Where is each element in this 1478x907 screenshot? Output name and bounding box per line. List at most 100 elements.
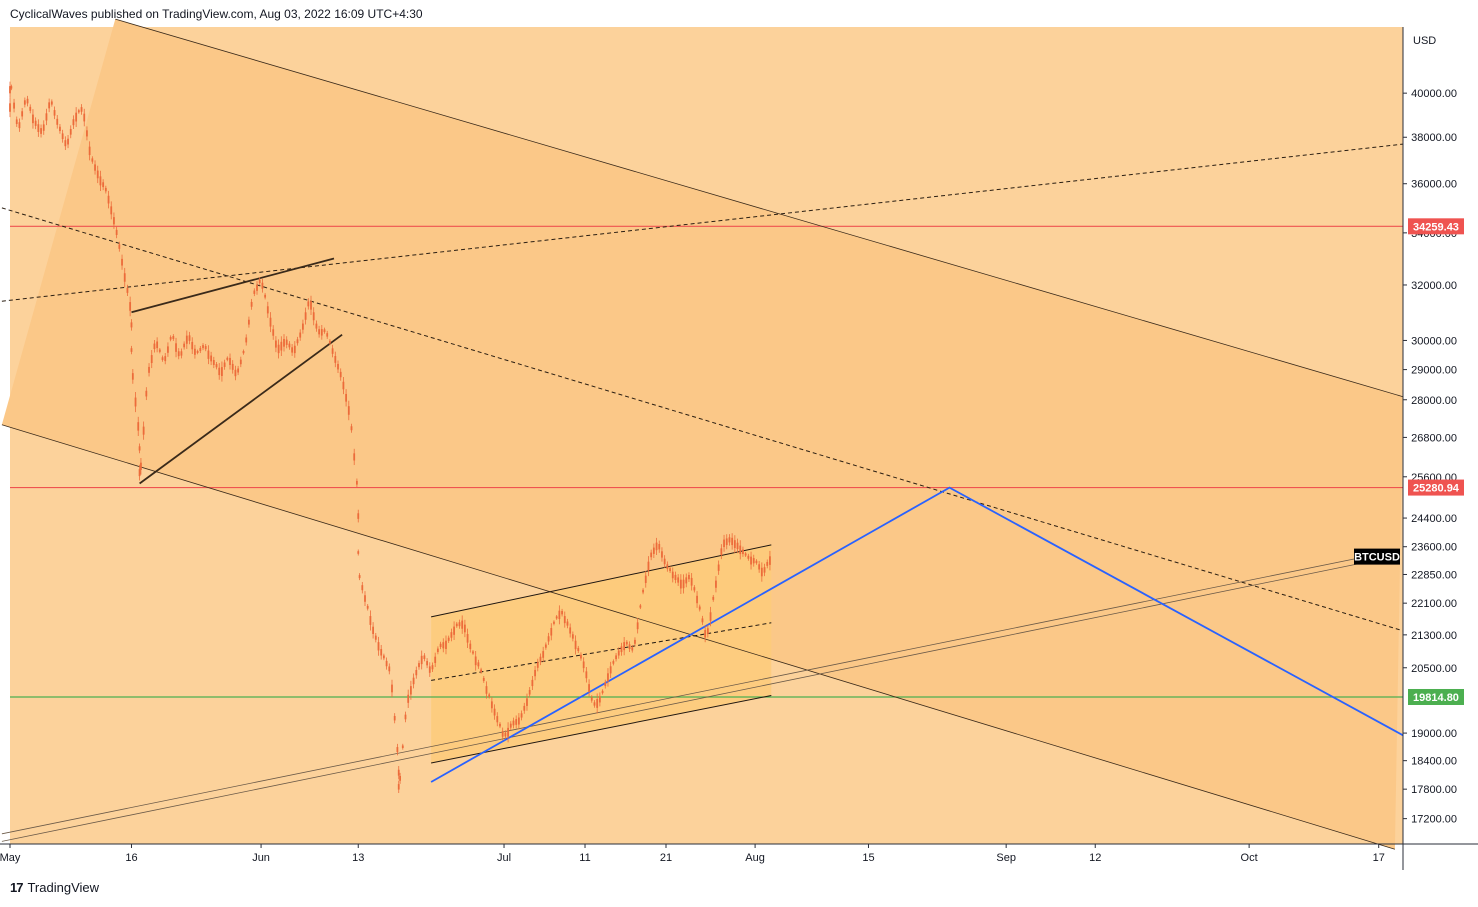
candle-body <box>53 110 56 116</box>
candle-body <box>194 348 196 355</box>
candle-body <box>242 350 245 354</box>
candle-body <box>550 627 553 636</box>
candle-body <box>323 329 326 333</box>
y-tick-label-1: 38000.00 <box>1411 132 1457 144</box>
candle-body <box>239 359 242 365</box>
candle-body <box>331 348 334 354</box>
rising-double-line-a <box>1 553 1379 835</box>
candle-body <box>412 677 415 685</box>
y-tick-label-10: 24400.00 <box>1411 513 1457 525</box>
candle-body <box>169 337 172 340</box>
price-tag-label-1: 25280.94 <box>1413 483 1460 495</box>
candle-body <box>18 122 21 129</box>
y-tick-label-18: 17800.00 <box>1411 784 1457 796</box>
candle-body <box>29 106 32 111</box>
candle-body <box>210 355 213 362</box>
candle-body <box>712 596 715 600</box>
x-tick-label-0: May <box>0 852 21 864</box>
candle-body <box>693 587 696 591</box>
y-tick-label-5: 30000.00 <box>1411 335 1457 347</box>
y-axis[interactable]: USD40000.0038000.0036000.0034000.0032000… <box>1402 27 1457 870</box>
candle-body <box>526 698 528 706</box>
candle-body <box>177 351 180 357</box>
candle-body <box>469 643 472 650</box>
candle-body <box>67 138 69 145</box>
candle-body <box>21 111 24 117</box>
candle-body <box>380 649 383 656</box>
candle-body <box>353 453 356 461</box>
price-tag-label-0: 34259.43 <box>1413 221 1459 233</box>
x-axis: May 16 Jun 13 Jul 11 21 Aug 15 Sep 12 Oct 17 <box>0 843 1478 864</box>
candle-body <box>357 513 360 519</box>
y-tick-label-6: 29000.00 <box>1411 365 1457 377</box>
candle-body <box>107 195 110 204</box>
candle-body <box>760 567 763 577</box>
candle-body <box>167 346 169 353</box>
candle-body <box>75 112 78 122</box>
x-tick-label-8: 15 <box>862 852 874 864</box>
candle-body <box>671 571 674 579</box>
candle-body <box>64 140 67 147</box>
candle-body <box>185 335 188 344</box>
candle-body <box>474 656 477 666</box>
rising-double-line-b <box>1 559 1379 842</box>
candle-body <box>148 366 150 373</box>
candle-body <box>715 580 717 588</box>
candle-body <box>129 302 132 311</box>
candle-body <box>45 113 48 121</box>
candle-body <box>607 673 609 682</box>
candle-body <box>369 616 372 625</box>
candle-body <box>504 732 507 737</box>
x-tick-label-5: 11 <box>579 852 590 864</box>
candle-body <box>439 643 442 648</box>
candle-body <box>396 747 399 753</box>
candle-body <box>644 575 647 583</box>
candle-body <box>342 381 345 390</box>
candle-body <box>364 595 366 602</box>
candle-body <box>145 390 148 397</box>
candle-body <box>447 637 450 641</box>
candle-body <box>752 558 755 564</box>
price-chart[interactable]: May 16 Jun 13 Jul 11 21 Aug 15 Sep 12 Oct 17 USD 4000… <box>0 0 1478 878</box>
candle-body <box>509 723 512 728</box>
candle-body <box>158 349 161 352</box>
candle-body <box>123 273 126 282</box>
candle-body <box>623 642 626 651</box>
y-tick-label-17: 18400.00 <box>1411 756 1457 768</box>
candle-body <box>307 301 310 307</box>
candle-body <box>161 357 164 360</box>
candle-body <box>269 317 272 327</box>
candle-body <box>404 714 407 720</box>
candle-body <box>742 549 744 555</box>
price-tag-bg-1 <box>1408 479 1464 496</box>
candle-body <box>723 539 725 548</box>
candle-body <box>766 561 769 566</box>
candle-body <box>9 86 11 94</box>
candle-body <box>150 355 153 364</box>
candle-body <box>482 677 485 681</box>
candle-body <box>134 397 137 407</box>
candle-body <box>517 717 520 725</box>
blue-projection-line <box>430 486 1404 783</box>
candle-body <box>461 620 464 629</box>
candle-body <box>553 621 555 624</box>
candle-body <box>34 120 37 126</box>
candle-body <box>137 422 140 431</box>
candle-body <box>453 626 455 635</box>
candle-body <box>126 287 129 293</box>
candle-body <box>415 669 418 676</box>
candle-body <box>566 621 569 626</box>
candle-body <box>234 369 237 377</box>
y-tick-label-2: 36000.00 <box>1411 179 1457 191</box>
triangle-lower-line <box>139 333 343 485</box>
candle-body <box>215 364 218 368</box>
candle-body <box>77 110 80 113</box>
candle-body <box>512 720 515 726</box>
candle-body <box>563 616 566 624</box>
tradingview-logo-icon[interactable]: 17 <box>10 880 24 895</box>
candle-body <box>212 360 215 365</box>
x-tick-label-12: 17 <box>1373 852 1385 864</box>
candle-body <box>663 558 666 565</box>
candle-body <box>218 367 221 376</box>
candle-body <box>677 577 680 583</box>
